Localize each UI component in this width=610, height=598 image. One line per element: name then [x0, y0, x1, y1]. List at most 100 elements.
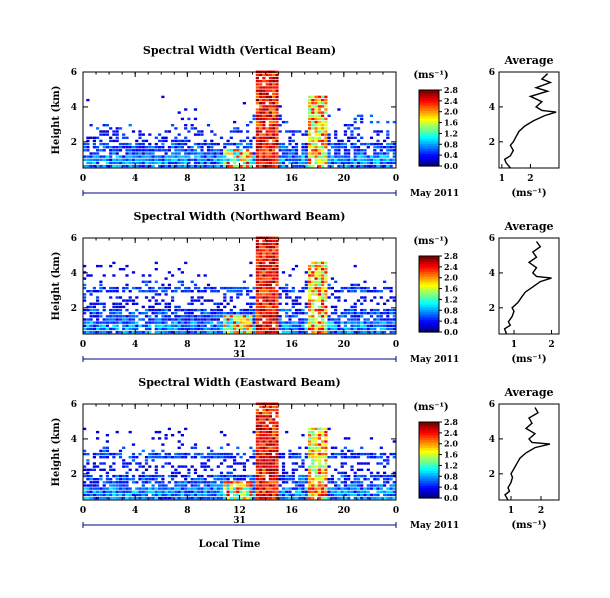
y-axis-label: Height (km) — [51, 418, 62, 487]
x-tick-label: 20 — [338, 506, 351, 516]
x-tick-label: 0 — [393, 340, 399, 350]
colorbar-step — [419, 482, 439, 486]
colorbar-tick-label: 0.0 — [444, 161, 458, 171]
colorbar-step — [419, 102, 439, 106]
y-tick-label: 6 — [71, 68, 77, 78]
colorbar-unit: (ms⁻¹) — [413, 236, 448, 247]
average-frame — [498, 403, 560, 501]
average-y-tick-label: 6 — [489, 400, 495, 410]
colorbar-step — [419, 475, 439, 479]
colorbar-step — [419, 422, 439, 426]
colorbar-tick-label: 2.4 — [444, 262, 458, 272]
colorbar-step — [419, 112, 439, 116]
average-y-tick-label: 2 — [489, 304, 495, 314]
y-tick-label: 6 — [71, 234, 77, 244]
colorbar-step — [419, 268, 439, 272]
colorbar-step — [419, 324, 439, 328]
colorbar-step — [419, 490, 439, 494]
colorbar-step — [419, 319, 439, 323]
colorbar-tick-label: 0.0 — [444, 493, 458, 503]
y-tick-label: 4 — [71, 435, 77, 445]
colorbar-step — [419, 155, 439, 159]
colorbar-step — [419, 485, 439, 489]
date-label: May 2011 — [410, 355, 459, 365]
x-tick-label: 12 — [233, 174, 246, 184]
average-y-tick-label: 6 — [489, 68, 495, 78]
colorbar-step — [419, 472, 439, 476]
x-tick-label: 0 — [80, 506, 86, 516]
colorbar-tick-label: 0.4 — [444, 316, 458, 326]
colorbar-tick-label: 1.2 — [444, 294, 458, 304]
panel-0: Spectral Width (Vertical Beam)0 4 8 12 16 20 0… — [51, 44, 560, 199]
average-x-tick-label: 1 — [511, 340, 517, 350]
colorbar-tick-label: 0.4 — [444, 150, 458, 160]
average-x-axis-label: (ms⁻¹) — [511, 520, 546, 531]
colorbar-tick-label: 1.6 — [444, 284, 458, 294]
x-tick-label: 16 — [285, 340, 298, 350]
colorbar-tick-label: 2.8 — [444, 417, 458, 427]
colorbar-step — [419, 90, 439, 94]
x-tick-label: 0 — [393, 506, 399, 516]
colorbar-step — [419, 276, 439, 280]
average-x-tick-label: 1 — [508, 506, 514, 516]
average-title: Average — [503, 386, 553, 399]
y-axis-label: Height (km) — [51, 86, 62, 155]
colorbar-step — [419, 294, 439, 298]
date-label: May 2011 — [410, 521, 459, 531]
colorbar-step — [419, 321, 439, 325]
panel-title: Spectral Width (Eastward Beam) — [138, 376, 340, 389]
colorbar-step — [419, 460, 439, 464]
heatmap-cells — [83, 402, 396, 500]
x-tick-label: 8 — [184, 506, 190, 516]
colorbar-step — [419, 263, 439, 267]
colorbar-step — [419, 120, 439, 124]
colorbar-tick-label: 1.6 — [444, 118, 458, 128]
heatmap-cells — [83, 70, 396, 168]
colorbar-step — [419, 437, 439, 441]
colorbar-step — [419, 427, 439, 431]
colorbar-tick-label: 2.4 — [444, 96, 458, 106]
colorbar-step — [419, 424, 439, 428]
colorbar-step — [419, 432, 439, 436]
day-label: 31 — [233, 184, 246, 194]
colorbar-frame — [418, 89, 440, 167]
colorbar-step — [419, 301, 439, 305]
colorbar-step — [419, 296, 439, 300]
colorbar-tick-label: 2.8 — [444, 251, 458, 261]
y-tick-label: 2 — [71, 138, 77, 148]
colorbar-step — [419, 281, 439, 285]
colorbar-tick-label: 1.6 — [444, 450, 458, 460]
y-tick-label: 2 — [71, 304, 77, 314]
x-tick-label: 20 — [338, 340, 351, 350]
average-panel: Average 2 4 6 1 2 (ms⁻¹) — [489, 386, 560, 531]
x-tick-label: 12 — [233, 340, 246, 350]
panel-2: Spectral Width (Eastward Beam)0 4 8 12 16 20 0… — [51, 376, 560, 550]
y-tick-label: 4 — [71, 103, 77, 113]
average-frame — [498, 71, 560, 169]
average-y-tick-label: 2 — [489, 470, 495, 480]
colorbar-step — [419, 278, 439, 282]
y-tick-label: 6 — [71, 400, 77, 410]
panel-1: Spectral Width (Northward Beam)0 4 8 12 16 20… — [51, 210, 560, 365]
average-profile-line — [504, 407, 551, 501]
average-x-axis-label: (ms⁻¹) — [511, 188, 546, 199]
colorbar-tick-label: 2.0 — [444, 273, 458, 283]
x-tick-label: 4 — [132, 174, 138, 184]
colorbar-step — [419, 449, 439, 453]
colorbar-step — [419, 125, 439, 129]
average-profile-line — [503, 73, 557, 169]
colorbar-step — [419, 97, 439, 101]
average-y-tick-label: 4 — [489, 435, 495, 445]
average-profile-line — [503, 241, 552, 335]
colorbar-step — [419, 309, 439, 313]
colorbar-step — [419, 314, 439, 318]
colorbar-step — [419, 286, 439, 290]
colorbar-tick-label: 0.0 — [444, 327, 458, 337]
colorbar-frame — [418, 255, 440, 333]
colorbar-step — [419, 273, 439, 277]
colorbar-step — [419, 115, 439, 119]
x-tick-label: 8 — [184, 174, 190, 184]
colorbar-step — [419, 110, 439, 114]
colorbar-step — [419, 107, 439, 111]
colorbar-step — [419, 477, 439, 481]
